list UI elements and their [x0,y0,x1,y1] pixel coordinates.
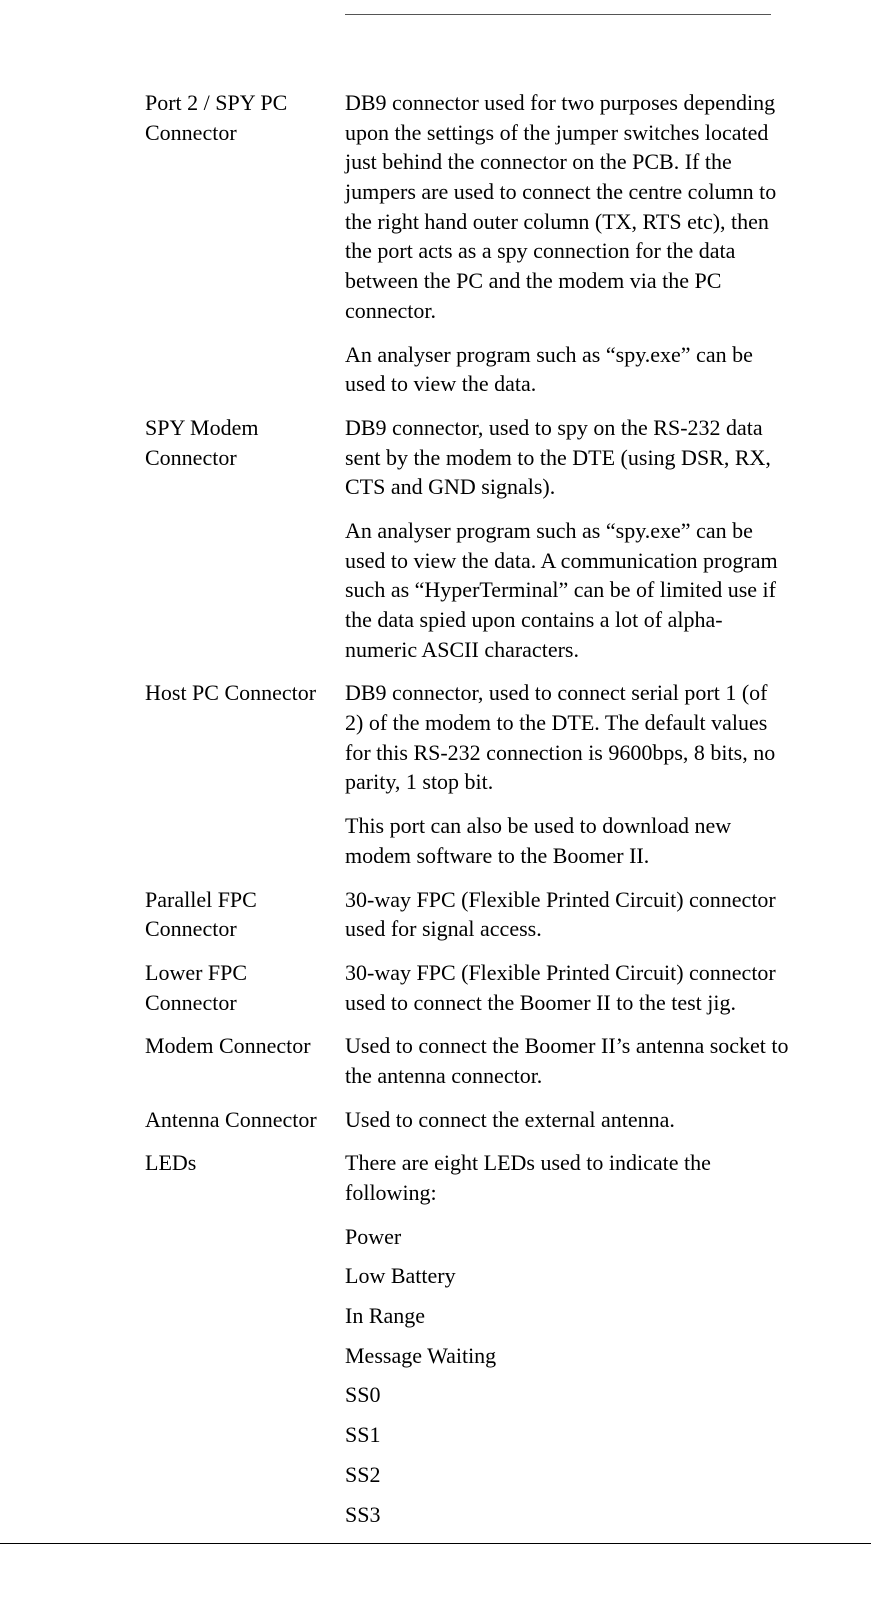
def-row: Parallel FPC Connector 30-way FPC (Flexi… [145,885,791,944]
def-term: LEDs [145,1148,345,1529]
def-para: An analyser program such as “spy.exe” ca… [345,516,791,664]
led-item: SS2 [345,1460,791,1490]
def-desc: DB9 connector, used to spy on the RS-232… [345,413,791,665]
def-desc: DB9 connector, used to connect serial po… [345,678,791,870]
def-para: This port can also be used to download n… [345,811,791,870]
def-term: Modem Connector [145,1031,345,1090]
def-para: 30-way FPC (Flexible Printed Circuit) co… [345,885,791,944]
def-desc: 30-way FPC (Flexible Printed Circuit) co… [345,958,791,1017]
led-item: SS3 [345,1500,791,1530]
def-row: Antenna Connector Used to connect the ex… [145,1105,791,1135]
def-para: DB9 connector used for two purposes depe… [345,88,791,326]
def-row: Port 2 / SPY PC Connector DB9 connector … [145,88,791,399]
def-term: Port 2 / SPY PC Connector [145,88,345,399]
def-term: SPY Modem Connector [145,413,345,665]
led-item: Low Battery [345,1261,791,1291]
page-content: Port 2 / SPY PC Connector DB9 connector … [0,0,871,1603]
led-item: In Range [345,1301,791,1331]
def-row: Modem Connector Used to connect the Boom… [145,1031,791,1090]
led-item: SS0 [345,1380,791,1410]
led-item: Power [345,1222,791,1252]
def-row: SPY Modem Connector DB9 connector, used … [145,413,791,665]
def-desc: There are eight LEDs used to indicate th… [345,1148,791,1529]
def-para: 30-way FPC (Flexible Printed Circuit) co… [345,958,791,1017]
def-para: Used to connect the external antenna. [345,1105,791,1135]
def-term: Parallel FPC Connector [145,885,345,944]
def-para: Used to connect the Boomer II’s antenna … [345,1031,791,1090]
def-para: DB9 connector, used to connect serial po… [345,678,791,797]
def-desc: Used to connect the Boomer II’s antenna … [345,1031,791,1090]
def-term: Antenna Connector [145,1105,345,1135]
led-item: Message Waiting [345,1341,791,1371]
def-desc: DB9 connector used for two purposes depe… [345,88,791,399]
footer-rule [0,1543,871,1544]
def-desc: 30-way FPC (Flexible Printed Circuit) co… [345,885,791,944]
led-item: SS1 [345,1420,791,1450]
def-row: LEDs There are eight LEDs used to indica… [145,1148,791,1529]
def-para: An analyser program such as “spy.exe” ca… [345,340,791,399]
def-term: Lower FPC Connector [145,958,345,1017]
def-term: Host PC Connector [145,678,345,870]
def-row: Lower FPC Connector 30-way FPC (Flexible… [145,958,791,1017]
def-desc: Used to connect the external antenna. [345,1105,791,1135]
def-row: Host PC Connector DB9 connector, used to… [145,678,791,870]
header-rule [345,14,771,15]
def-para: DB9 connector, used to spy on the RS-232… [345,413,791,502]
def-para: There are eight LEDs used to indicate th… [345,1148,791,1207]
